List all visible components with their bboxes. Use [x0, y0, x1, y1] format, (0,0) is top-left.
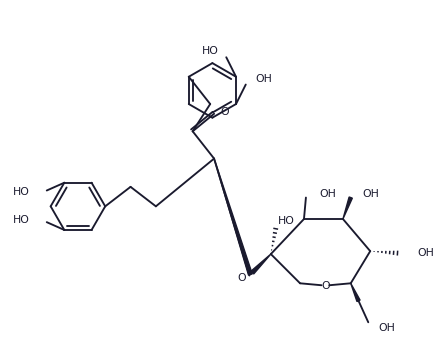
Text: HO: HO	[202, 46, 218, 56]
Text: HO: HO	[278, 216, 295, 226]
Text: OH: OH	[362, 189, 379, 199]
Text: O: O	[220, 107, 229, 117]
Text: OH: OH	[256, 74, 273, 84]
Polygon shape	[343, 197, 352, 219]
Text: HO: HO	[13, 188, 30, 197]
Text: OH: OH	[417, 248, 434, 258]
Polygon shape	[251, 254, 271, 274]
Text: HO: HO	[13, 215, 30, 225]
Text: OH: OH	[378, 323, 395, 333]
Polygon shape	[351, 283, 360, 302]
Text: OH: OH	[319, 189, 336, 199]
Text: O: O	[237, 273, 246, 283]
Text: O: O	[321, 281, 330, 291]
Polygon shape	[214, 159, 252, 275]
